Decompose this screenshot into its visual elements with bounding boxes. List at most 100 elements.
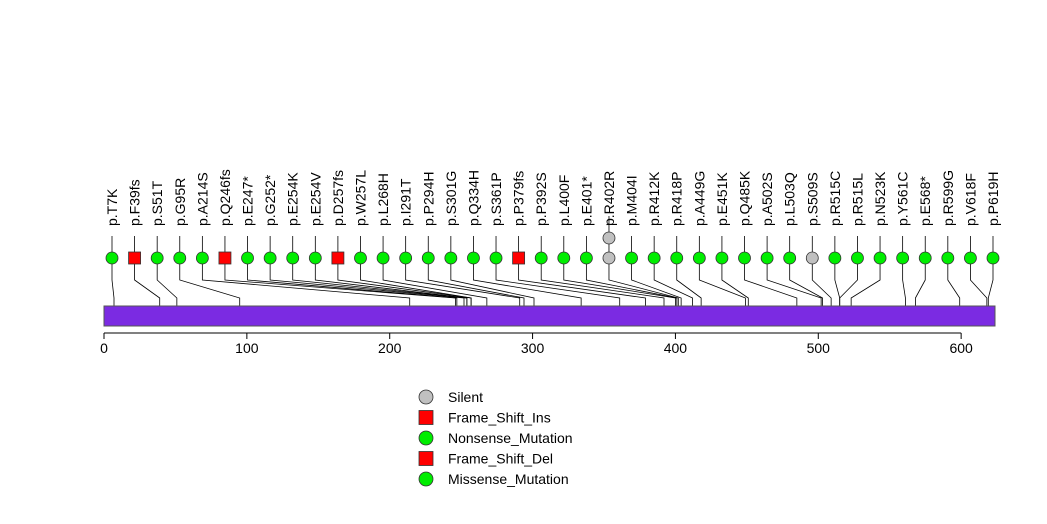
mutation-marker-circle: [828, 251, 842, 265]
mutation-marker-circle: [805, 251, 819, 265]
mutation-label: p.G252*: [262, 174, 278, 226]
mutation-label: p.P392S: [533, 172, 549, 226]
legend-swatch-square: [418, 451, 434, 466]
mutation-labels: p.T7K p.F39fs p.S51T p.G95R p.A214S p.Q246fs p…: [104, 169, 1001, 226]
mutation-label: p.M404I: [624, 175, 640, 226]
mutation-label: p.P619H: [985, 172, 1001, 226]
mutation-label: p.R412K: [646, 171, 662, 226]
mutation-label: p.L503Q: [782, 172, 798, 226]
mutation-marker-circle: [873, 251, 887, 265]
mutation-marker-circle: [286, 251, 300, 265]
mutation-marker-circle: [173, 251, 187, 265]
mutation-marker-circle: [692, 251, 706, 265]
mutation-label: p.R418P: [669, 172, 685, 226]
mutation-marker-square: [128, 251, 141, 265]
legend-swatch-circle: [418, 389, 434, 405]
mutation-label: p.E568*: [917, 176, 933, 226]
mutation-marker-circle: [760, 251, 774, 265]
mutation-marker-circle: [308, 251, 322, 265]
mutation-label: p.R515L: [849, 173, 865, 226]
mutation-label: p.L268H: [375, 173, 391, 226]
mutation-marker-circle: [918, 251, 932, 265]
mutation-marker-circle: [851, 251, 864, 265]
mutation-label: p.P379fs: [511, 171, 527, 226]
mutation-label: p.Q485K: [737, 170, 753, 226]
axis-tick-label: 100: [235, 340, 259, 356]
mutation-marker-circle: [195, 251, 209, 265]
mutation-marker-circle: [783, 251, 797, 265]
mutation-marker-circle: [241, 251, 254, 265]
legend-label: Silent: [448, 389, 483, 405]
mutation-label: p.E254K: [285, 172, 301, 226]
mutation-label: p.G95R: [172, 178, 188, 226]
mutation-marker-circle: [647, 251, 661, 265]
mutation-label: p.S361P: [488, 172, 504, 226]
mutation-marker-circle: [421, 251, 435, 265]
axis-tick-label: 400: [664, 340, 688, 356]
mutation-marker-circle: [715, 251, 729, 265]
mutation-label: p.R515C: [827, 171, 843, 226]
mutation-label: p.S51T: [149, 180, 165, 226]
mutation-marker-square: [218, 251, 232, 265]
mutation-label: p.A502S: [759, 172, 775, 226]
mutation-label: p.S509S: [804, 172, 820, 226]
mutation-marker-circle: [602, 251, 616, 265]
axis-tick-label: 500: [807, 340, 831, 356]
mutation-marker-circle: [399, 251, 413, 265]
legend: Silent Frame_Shift_Ins Nonsense_Mutation Fr…: [418, 389, 573, 487]
mutation-marker-square: [331, 251, 345, 265]
mutation-markers: [105, 231, 1000, 265]
mutation-label: p.E247*: [240, 176, 256, 226]
mutation-marker-circle: [557, 251, 571, 265]
mutation-marker-square: [512, 251, 526, 265]
axis-tick-label: 300: [521, 340, 545, 356]
legend-swatch-circle: [418, 430, 434, 446]
mutation-label: p.E254V: [307, 172, 323, 226]
mutation-label: p.Q246fs: [217, 169, 233, 226]
mutation-label: p.E451K: [714, 172, 730, 226]
mutation-label: p.E401*: [578, 176, 594, 226]
mutation-marker-circle: [896, 251, 910, 265]
mutation-marker-circle: [444, 251, 458, 265]
mutation-label: p.S301G: [443, 171, 459, 226]
legend-label: Frame_Shift_Del: [448, 451, 553, 467]
mutation-marker-circle: [354, 251, 367, 265]
mutation-label: p.T7K: [104, 188, 120, 226]
mutation-marker-circle: [986, 251, 1000, 265]
mutation-marker-circle: [489, 251, 503, 265]
mutation-label: p.R599G: [940, 170, 956, 226]
mutation-marker-circle: [150, 251, 164, 265]
mutation-marker-circle: [964, 251, 977, 265]
mutation-label: p.I291T: [398, 178, 414, 226]
mutation-marker-circle: [534, 251, 548, 265]
mutation-marker-circle: [263, 251, 277, 265]
legend-label: Missense_Mutation: [448, 471, 569, 487]
mutation-marker-circle: [738, 251, 751, 265]
legend-swatch-square: [418, 410, 434, 425]
mutation-label: p.N523K: [872, 171, 888, 226]
mutation-label: p.W257L: [352, 170, 368, 226]
mutation-label: p.A449G: [691, 171, 707, 226]
mutation-marker-circle: [602, 231, 616, 245]
axis-tick-label: 0: [100, 340, 108, 356]
mutation-label: p.A214S: [194, 172, 210, 226]
mutation-marker-circle: [105, 251, 119, 265]
mutation-marker-circle: [579, 251, 593, 265]
mutation-marker-circle: [376, 251, 390, 265]
mutation-label: p.Y561C: [895, 172, 911, 226]
mutation-marker-circle: [670, 251, 684, 265]
legend-label: Nonsense_Mutation: [448, 430, 573, 446]
mutation-marker-circle: [941, 251, 955, 265]
mutation-marker-circle: [467, 251, 480, 265]
legend-label: Frame_Shift_Ins: [448, 410, 551, 426]
protein-bar: [103, 305, 996, 327]
axis-tick-label: 600: [949, 340, 973, 356]
mutation-label: p.V618F: [962, 173, 978, 226]
mutation-label: p.D257fs: [330, 170, 346, 226]
legend-swatch-circle: [418, 471, 434, 487]
mutation-label: p.L400F: [556, 175, 572, 226]
mutation-label: p.R402R: [601, 171, 617, 226]
axis-tick-label: 200: [378, 340, 402, 356]
mutation-label: p.Q334H: [465, 170, 481, 226]
